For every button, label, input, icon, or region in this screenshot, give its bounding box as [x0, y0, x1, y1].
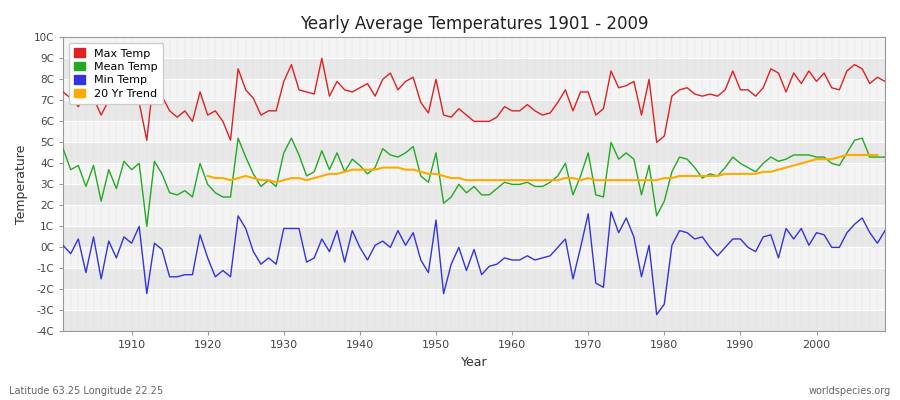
Bar	[63, 247, 885, 268]
Legend: Max Temp, Mean Temp, Min Temp, 20 Yr Trend: Max Temp, Mean Temp, Min Temp, 20 Yr Tre…	[68, 43, 164, 104]
Bar	[63, 205, 885, 226]
Bar	[63, 37, 885, 58]
Bar	[63, 310, 885, 332]
Text: Latitude 63.25 Longitude 22.25: Latitude 63.25 Longitude 22.25	[9, 386, 163, 396]
Text: worldspecies.org: worldspecies.org	[809, 386, 891, 396]
Bar	[63, 163, 885, 184]
Y-axis label: Temperature: Temperature	[15, 145, 28, 224]
Bar	[63, 226, 885, 247]
Bar	[63, 268, 885, 290]
X-axis label: Year: Year	[461, 356, 488, 369]
Title: Yearly Average Temperatures 1901 - 2009: Yearly Average Temperatures 1901 - 2009	[300, 15, 648, 33]
Bar	[63, 79, 885, 100]
Bar	[63, 121, 885, 142]
Bar	[63, 290, 885, 310]
Bar	[63, 58, 885, 79]
Bar	[63, 184, 885, 205]
Bar	[63, 100, 885, 121]
Bar	[63, 142, 885, 163]
